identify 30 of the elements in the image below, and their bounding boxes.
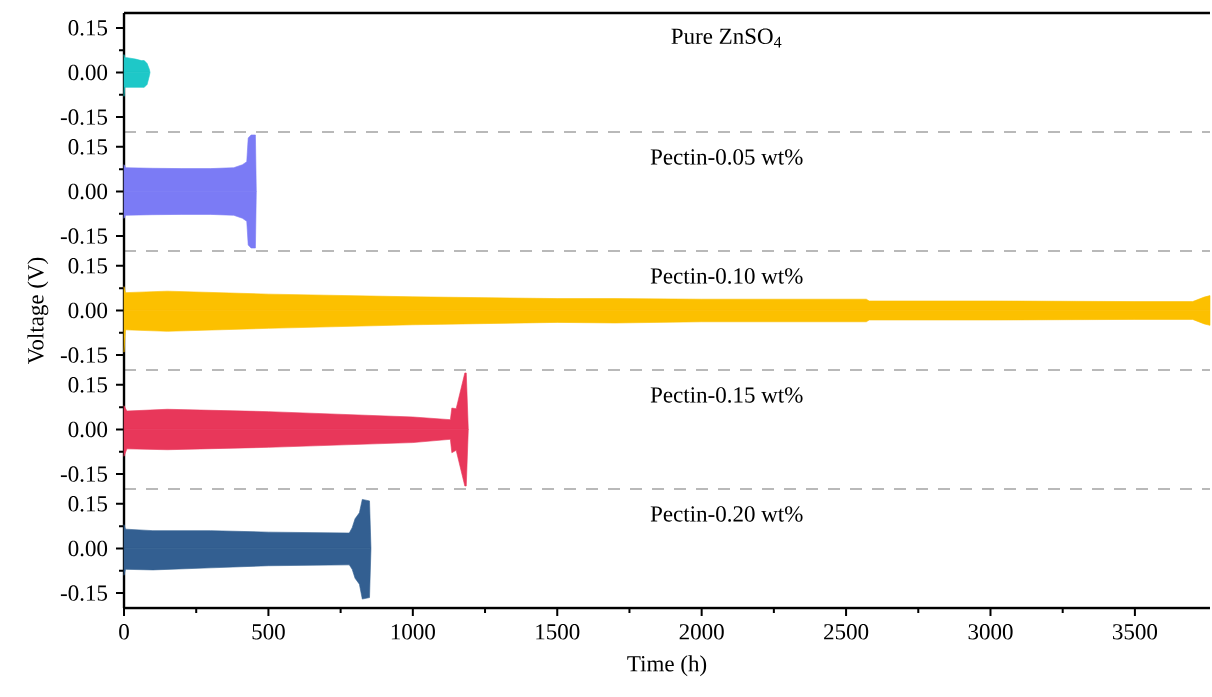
- y-tick-label: 0.00: [68, 540, 108, 557]
- x-tick-label: 3500: [1113, 624, 1158, 640]
- y-tick-label: 0.00: [68, 64, 108, 81]
- y-tick-label: -0.15: [60, 466, 108, 482]
- y-tick-label: -0.15: [60, 109, 108, 125]
- y-tick-label: -0.15: [60, 347, 108, 363]
- y-tick-label: 0.15: [68, 496, 108, 512]
- y-tick-label: 0.00: [68, 421, 108, 438]
- x-tick-label: 0: [119, 624, 129, 640]
- x-tick-label: 2500: [824, 624, 869, 640]
- y-axis-title: Voltage (V): [27, 257, 49, 364]
- text: Pectin-0.05 wt%: [650, 149, 803, 165]
- x-axis-title: Time (h): [627, 655, 707, 677]
- x-tick-label: 3000: [968, 624, 1013, 640]
- text: Pectin-0.20 wt%: [650, 506, 803, 522]
- y-tick-label: 0.15: [68, 20, 108, 36]
- y-tick-label: -0.15: [60, 228, 108, 244]
- y-tick-label: 0.00: [68, 302, 108, 319]
- y-tick-label: -0.15: [60, 585, 108, 601]
- text: Pectin-0.15 wt%: [650, 387, 803, 403]
- x-tick-label: 1000: [391, 624, 435, 640]
- y-tick-label: 0.15: [68, 139, 108, 155]
- text: Pure ZnSO$_{4}$: [671, 28, 782, 48]
- x-tick-label: 1500: [536, 624, 580, 640]
- y-tick-label: 0.15: [68, 377, 108, 393]
- y-tick-label: 0.00: [68, 183, 108, 200]
- series-label: Pectin-0.10 wt%: [650, 268, 803, 284]
- x-tick-label: 2000: [679, 624, 724, 640]
- x-tick-label: 500: [252, 624, 285, 640]
- y-tick-label: 0.15: [68, 258, 108, 274]
